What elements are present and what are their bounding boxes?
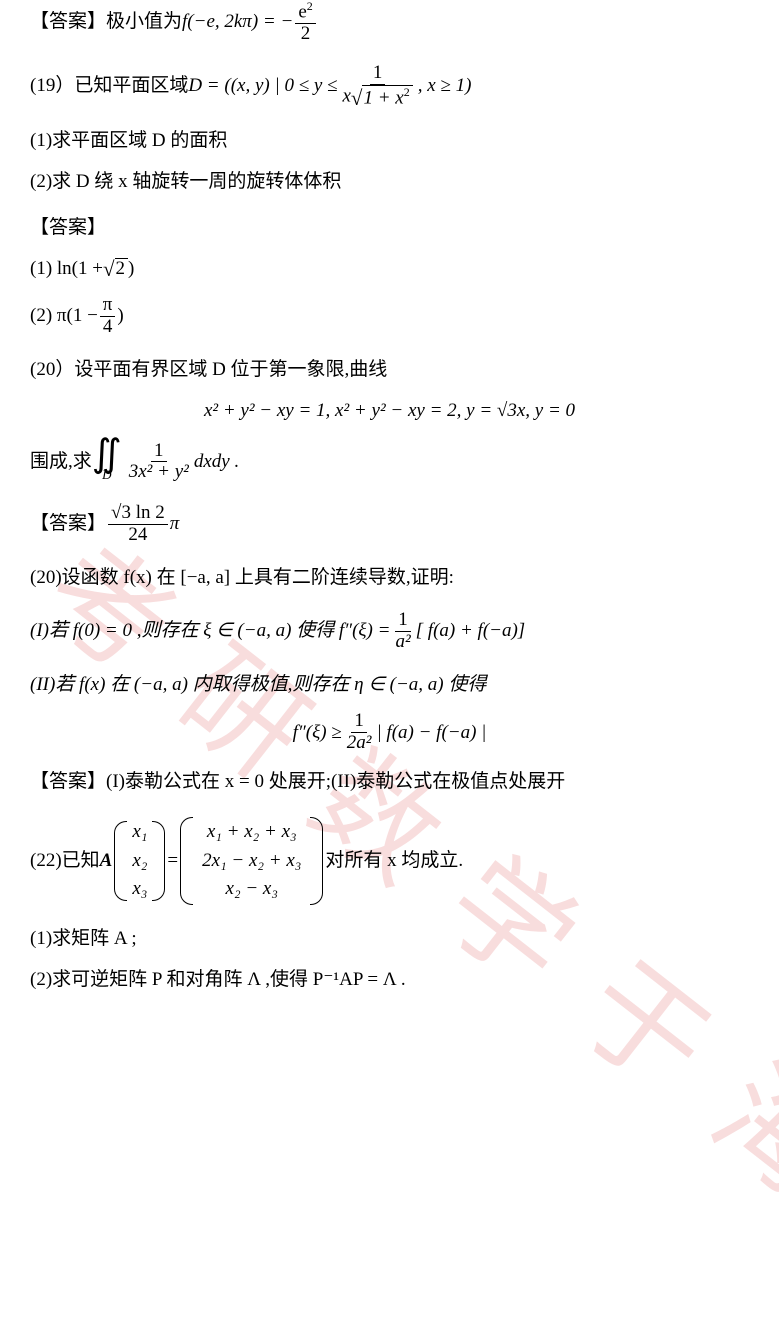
q22-stem: (22)已知 A x₁ x₂ x₃ = x₁ + x₂ + x₃ 2x₁ − x… xyxy=(30,815,749,907)
q20-int-post: dxdy . xyxy=(194,448,239,477)
q20-int-pre: 围成,求 xyxy=(30,448,92,477)
q21-I-den: a² xyxy=(392,632,413,653)
q21-disp-den: 2a² xyxy=(344,733,375,754)
ans18-den: 2 xyxy=(298,24,314,45)
q20-int-den: 3x² + y² xyxy=(126,462,192,483)
q22-post: 对所有 x 均成立. xyxy=(325,847,463,876)
ans19-label-line: 【答案】 xyxy=(30,214,749,243)
q19-part1: (1)求平面区域 D 的面积 xyxy=(30,127,749,156)
q21-disp-num: 1 xyxy=(351,711,367,733)
q19-q2-text: (2)求 D 绕 x 轴旋转一周的旋转体体积 xyxy=(30,168,341,197)
q19-tail: , x ≥ 1) xyxy=(418,72,472,101)
ans19-2-post: ) xyxy=(117,302,123,331)
ans19-2: (2) π(1 − π 4 ) xyxy=(30,295,749,338)
q22-pre: (22)已知 xyxy=(30,847,100,876)
q20-integral: 围成,求 ∬D 1 3x² + y² dxdy . xyxy=(30,439,749,485)
ans19-1-post: ) xyxy=(128,255,134,284)
q19-q1-text: (1)求平面区域 D 的面积 xyxy=(30,127,227,156)
ans18-num-e: e xyxy=(298,1,306,22)
q22-q1: (1)求矩阵 A ; xyxy=(30,925,749,954)
ans20-num: √3 ln 2 xyxy=(108,503,168,525)
q19-root: 1 + x xyxy=(363,87,403,108)
ans21-text: 【答案】(I)泰勒公式在 x = 0 处展开;(II)泰勒公式在极值点处展开 xyxy=(30,768,565,797)
ans19-2-pre: (2) π(1 − xyxy=(30,302,98,331)
ans19-1-sqrt: √2 xyxy=(103,258,128,280)
q21-I: (I)若 f(0) = 0 ,则存在 ξ ∈ (−a, a) 使得 f″(ξ) … xyxy=(30,610,749,653)
q20-int-frac: 1 3x² + y² xyxy=(126,441,192,484)
q20-eq: x² + y² − xy = 1, x² + y² − xy = 2, y = … xyxy=(204,397,575,426)
vector-x: x₁ x₂ x₃ xyxy=(114,819,165,903)
answer-18: 【答案】极小值为 f(−e, 2kπ) = − e2 2 xyxy=(30,0,749,45)
ans18-frac: e2 2 xyxy=(295,0,315,45)
ans20-post: π xyxy=(170,510,180,539)
q21-I-post: [ f(a) + f(−a)] xyxy=(416,617,526,646)
q21-disp-post: | f(a) − f(−a) | xyxy=(376,719,486,748)
ans19-1: (1) ln(1 + √2 ) xyxy=(30,255,749,284)
ans19-label: 【答案】 xyxy=(30,214,106,243)
q21-II: (II)若 f(x) 在 (−a, a) 内取得极值,则存在 η ∈ (−a, … xyxy=(30,671,749,700)
q21-II-text: (II)若 f(x) 在 (−a, a) 内取得极值,则存在 η ∈ (−a, … xyxy=(30,671,486,700)
q21-I-frac: 1 a² xyxy=(392,610,413,653)
q20-stem: (20）设平面有界区域 D 位于第一象限,曲线 xyxy=(30,356,749,385)
ans18-num: e2 xyxy=(295,0,315,24)
ans18-expr: f(−e, 2kπ) = − xyxy=(182,8,293,37)
q21-stem: (20)设函数 f(x) 在 [−a, a] 上具有二阶连续导数,证明: xyxy=(30,564,749,593)
q21-disp-pre: f″(ξ) ≥ xyxy=(293,719,342,748)
ans18-label: 【答案】极小值为 xyxy=(30,8,182,37)
ans20-den: 24 xyxy=(125,525,150,546)
matrix-A: A xyxy=(100,847,113,876)
ans20-frac: √3 ln 2 24 xyxy=(108,503,168,546)
q21-disp-frac: 1 2a² xyxy=(344,711,375,754)
q19-frac-num: 1 xyxy=(370,63,386,85)
q22-q2: (2)求可逆矩阵 P 和对角阵 Λ ,使得 P⁻¹AP = Λ . xyxy=(30,966,749,995)
q22-eq-sign: = xyxy=(167,847,178,876)
q20-prefix: (20）设平面有界区域 D 位于第一象限,曲线 xyxy=(30,356,387,385)
double-integral-icon: ∬D xyxy=(92,439,122,485)
q19-frac: 1 x√1 + x2 xyxy=(339,63,415,109)
ans19-2-frac: π 4 xyxy=(100,295,116,338)
q22-q2-text: (2)求可逆矩阵 P 和对角阵 Λ ,使得 P⁻¹AP = Λ . xyxy=(30,966,406,995)
vec-Ax-r2: 2x₁ − x₂ + x₃ xyxy=(202,850,301,873)
q21-disp: f″(ξ) ≥ 1 2a² | f(a) − f(−a) | xyxy=(30,711,749,754)
ans21: 【答案】(I)泰勒公式在 x = 0 处展开;(II)泰勒公式在极值点处展开 xyxy=(30,768,749,797)
q21-I-pre: (I)若 f(0) = 0 ,则存在 ξ ∈ (−a, a) 使得 f″(ξ) … xyxy=(30,617,390,646)
vec-Ax-r1: x₁ + x₂ + x₃ xyxy=(202,821,301,844)
q19-set: D = ((x, y) | 0 ≤ y ≤ xyxy=(188,72,337,101)
ans19-1-pre: (1) ln(1 + xyxy=(30,255,103,284)
q22-q1-text: (1)求矩阵 A ; xyxy=(30,925,137,954)
q19-stem: (19）已知平面区域 D = ((x, y) | 0 ≤ y ≤ 1 x√1 +… xyxy=(30,63,749,109)
ans19-2-num: π xyxy=(100,295,116,317)
vec-Ax-r3: x₂ − x₃ xyxy=(202,878,301,901)
vector-Ax: x₁ + x₂ + x₃ 2x₁ − x₂ + x₃ x₂ − x₃ xyxy=(180,815,323,907)
q19-prefix: (19）已知平面区域 xyxy=(30,72,188,101)
ans19-2-den: 4 xyxy=(100,317,116,338)
q20-int-num: 1 xyxy=(151,441,167,463)
q20-curves: x² + y² − xy = 1, x² + y² − xy = 2, y = … xyxy=(30,397,749,426)
vec-x-r1: x₁ xyxy=(132,821,147,844)
q21-head: (20)设函数 f(x) 在 [−a, a] 上具有二阶连续导数,证明: xyxy=(30,564,454,593)
ans20-label: 【答案】 xyxy=(30,510,106,539)
vec-x-r2: x₂ xyxy=(132,850,147,873)
q21-I-num: 1 xyxy=(395,610,411,632)
q19-frac-den: x√1 + x2 xyxy=(339,85,415,109)
document-page: 【答案】极小值为 f(−e, 2kπ) = − e2 2 (19）已知平面区域 … xyxy=(0,0,779,1046)
q19-part2: (2)求 D 绕 x 轴旋转一周的旋转体体积 xyxy=(30,168,749,197)
ans19-1-root: 2 xyxy=(115,258,129,280)
ans20: 【答案】 √3 ln 2 24 π xyxy=(30,503,749,546)
vec-x-r3: x₃ xyxy=(132,878,147,901)
